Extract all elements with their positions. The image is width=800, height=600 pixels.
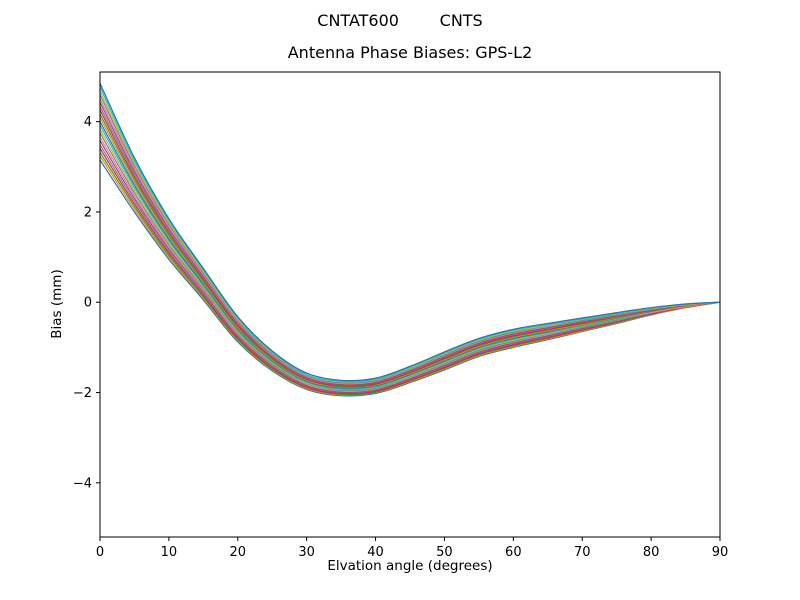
y-tick-label: −2 — [73, 386, 92, 401]
x-tick-label: 10 — [161, 545, 178, 560]
series-line-19 — [100, 90, 720, 383]
series-line-14 — [100, 109, 720, 387]
x-tick-label: 50 — [436, 545, 453, 560]
x-tick-label: 40 — [367, 545, 384, 560]
series-line-12 — [100, 117, 720, 389]
series-line-20 — [100, 86, 720, 383]
x-tick-label: 0 — [96, 545, 104, 560]
x-tick-label: 90 — [712, 545, 729, 560]
y-tick-label: 0 — [84, 296, 92, 311]
axes-frame — [99, 71, 721, 538]
series-line-16 — [100, 101, 720, 386]
x-tick-label: 20 — [230, 545, 247, 560]
y-axis-label: Bias (mm) — [49, 269, 65, 339]
series-line-13 — [100, 113, 720, 388]
series-line-17 — [100, 98, 720, 385]
series-lines — [100, 82, 720, 397]
y-tick-label: 2 — [84, 205, 92, 220]
y-tick-label: −4 — [73, 476, 92, 491]
y-tick-label: 4 — [84, 115, 92, 130]
figure-title: CNTAT600 CNTS — [317, 11, 483, 30]
series-line-15 — [100, 105, 720, 386]
x-tick-label: 60 — [505, 545, 522, 560]
x-tick-label: 80 — [643, 545, 660, 560]
axes-title: Antenna Phase Biases: GPS-L2 — [287, 43, 533, 62]
x-tick-label: 30 — [298, 545, 315, 560]
series-line-21 — [100, 82, 720, 382]
x-axis-label: Elvation angle (degrees) — [327, 558, 493, 574]
series-line-18 — [100, 94, 720, 384]
x-tick-label: 70 — [574, 545, 591, 560]
